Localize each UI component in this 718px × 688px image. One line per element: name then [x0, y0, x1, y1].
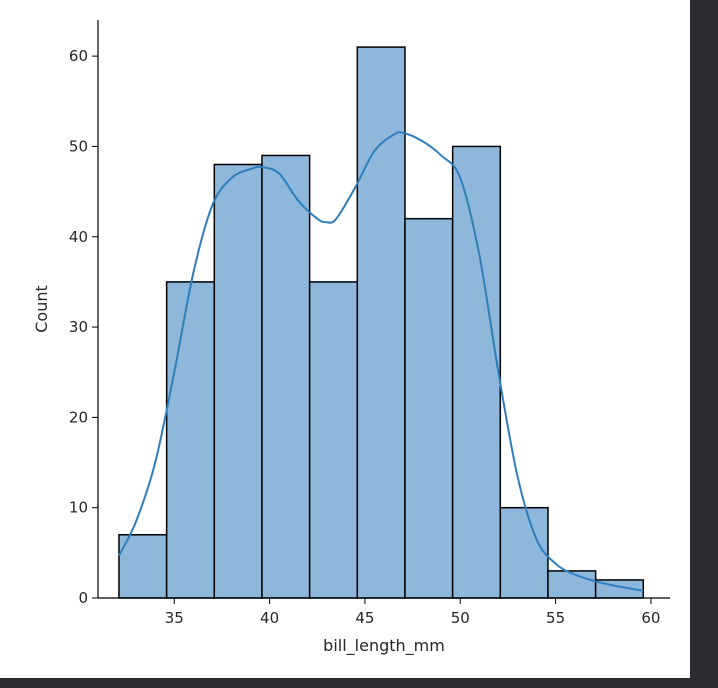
axes-layer: 35 40 45 50 55 60 0 10 20 30 40 50 60: [69, 20, 670, 627]
histogram-bar-3: [261, 154, 311, 599]
x-tick-label-40: 40: [260, 609, 279, 627]
x-tick-label-45: 45: [355, 609, 374, 627]
histogram-bar-0: [118, 534, 168, 599]
kde-curve: [118, 131, 644, 592]
histogram-bar-7: [451, 145, 502, 599]
x-tick-label-60: 60: [641, 609, 660, 627]
histogram-bar-9: [547, 570, 597, 599]
histogram-bar-4: [308, 281, 359, 599]
y-tick-label-40: 40: [69, 228, 88, 246]
x-tick-label-55: 55: [546, 609, 565, 627]
y-tick-label-0: 0: [78, 589, 88, 607]
histogram-bar-1: [165, 281, 216, 599]
y-tick-label-50: 50: [69, 137, 88, 155]
y-tick-label-30: 30: [69, 318, 88, 336]
y-tick-label-60: 60: [69, 47, 88, 65]
histogram-bar-6: [404, 217, 454, 599]
y-tick-label-10: 10: [69, 499, 88, 517]
histogram-bar-2: [213, 163, 263, 599]
x-tick-label-35: 35: [165, 609, 184, 627]
histogram-bar-5: [356, 46, 406, 599]
y-axis-label: Count: [32, 285, 51, 333]
bars-layer: [118, 46, 645, 599]
figure-canvas: 35 40 45 50 55 60 0 10 20 30 40 50 60 bill_length_mm…: [0, 0, 690, 678]
y-tick-label-20: 20: [69, 408, 88, 426]
histogram-chart: 35 40 45 50 55 60 0 10 20 30 40 50 60 bill_length_mm…: [32, 20, 670, 656]
x-axis-label: bill_length_mm: [323, 636, 445, 656]
histogram-bar-8: [499, 506, 549, 599]
x-tick-label-50: 50: [451, 609, 470, 627]
